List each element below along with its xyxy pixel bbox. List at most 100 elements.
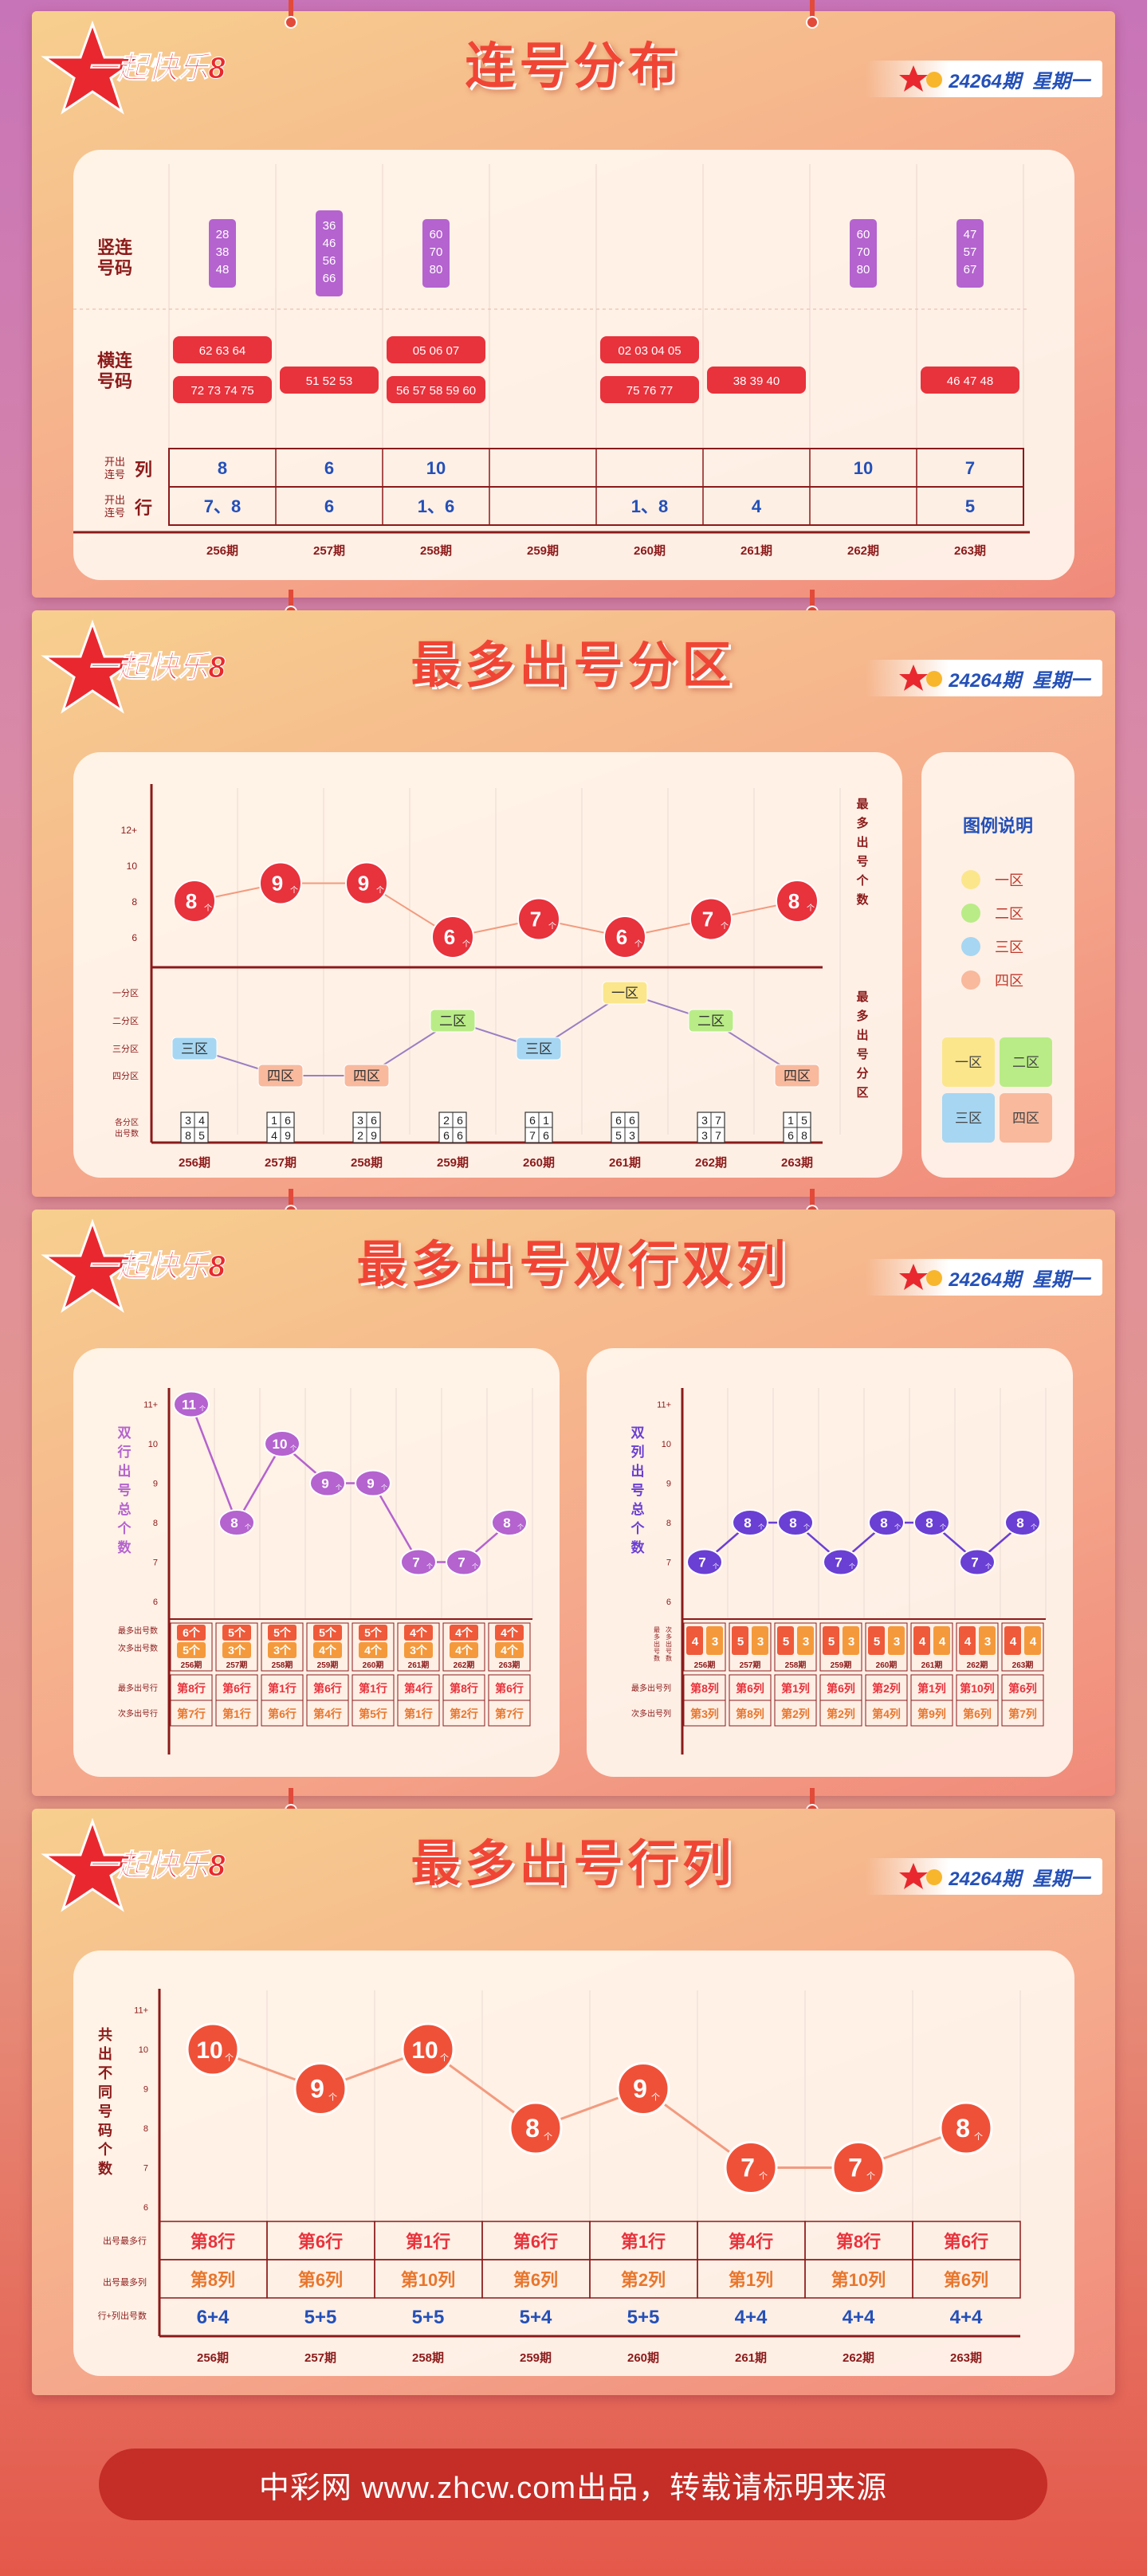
axis-label: 出	[98, 2045, 112, 2062]
second-count: 3	[894, 1635, 900, 1649]
second-row: 第1行	[404, 1708, 433, 1720]
most-row: 第4行	[404, 1682, 433, 1695]
zone-count: 6	[629, 1114, 635, 1127]
y-tick: 11+	[143, 1401, 158, 1410]
rowcol-card: 11+ 10 9 8 7 6 共出不同号码个数 10 个 9 个 10 个 8 个 9 个 7 个 7 个 8 个出号最多行…	[73, 1951, 1074, 2376]
period-label: 257期	[304, 2351, 336, 2365]
vertical-number: 67	[964, 263, 977, 276]
section-rowcol: 一起快乐8 最多出号行列 24264期 星期一 11+ 10 9 8 7 6 共出不同号码个…	[32, 1809, 1115, 2395]
series-point	[686, 1548, 723, 1576]
legend-swatch	[961, 937, 980, 956]
period-label: 261期	[740, 543, 772, 558]
count-point	[173, 880, 216, 923]
y-tick: 6	[666, 1598, 671, 1607]
cell	[912, 2259, 1021, 2299]
series-point	[959, 1548, 996, 1576]
second-row: 第1行	[222, 1708, 251, 1720]
vertical-number: 80	[430, 263, 443, 276]
zone-count: 6	[457, 1114, 463, 1127]
second-col: 第4列	[872, 1708, 901, 1720]
row-label: 号	[666, 1648, 672, 1655]
row-col-sum: 6+4	[197, 2307, 230, 2328]
mini-logo-icon	[899, 65, 943, 92]
count-label: 8	[186, 889, 197, 913]
second-count: 3	[848, 1635, 854, 1649]
second-row: 第6行	[268, 1708, 297, 1720]
series-label: 8	[1016, 1515, 1023, 1531]
legend-quad	[1000, 1037, 1052, 1087]
section-title: 最多出号分区	[410, 638, 737, 693]
second-row: 第7行	[495, 1708, 524, 1720]
most-badge	[1004, 1626, 1021, 1655]
vertical-number: 47	[964, 228, 977, 241]
zone-count: 2	[357, 1129, 363, 1142]
second-badge	[404, 1642, 433, 1658]
zone-count: 1	[543, 1114, 549, 1127]
zone-marker	[774, 1064, 820, 1088]
count-label: 8	[788, 889, 799, 913]
series-point	[732, 1509, 768, 1536]
label-col-suffix: 列	[135, 460, 152, 480]
logo: 一起快乐8	[41, 1817, 226, 1912]
zone-label: 四区	[267, 1068, 294, 1084]
series-point	[491, 1509, 528, 1536]
col-value: 10	[426, 458, 446, 478]
row-value: 5	[965, 496, 975, 516]
axis-label: 不	[98, 2065, 112, 2081]
series-point	[1004, 1509, 1041, 1536]
axis-label: 号	[631, 1483, 645, 1498]
most-badge	[450, 1625, 478, 1641]
series-unit: 个	[713, 1563, 719, 1570]
vertical-number: 36	[323, 219, 336, 233]
cell	[306, 1700, 349, 1727]
count-point	[689, 897, 733, 941]
most-row: 第8行	[177, 1682, 206, 1695]
horizontal-consecutive-pill	[707, 367, 806, 394]
second-badge	[979, 1626, 996, 1655]
col-value: 8	[218, 458, 227, 478]
row-label: 出	[666, 1640, 672, 1648]
axis-label: 列	[631, 1444, 645, 1460]
most-badge	[268, 1625, 297, 1641]
second-row: 第2行	[450, 1708, 478, 1720]
horizontal-number: 75 76 77	[627, 384, 673, 398]
second-row: 第5行	[359, 1708, 387, 1720]
y-tick: 8	[143, 2124, 148, 2134]
row-label: 行+列出号数	[98, 2310, 147, 2321]
series-point	[186, 2022, 240, 2076]
series-label: 11	[182, 1398, 196, 1413]
axis-label: 出	[118, 1463, 132, 1479]
series-point	[913, 1509, 950, 1536]
zone-count: 3	[629, 1129, 635, 1142]
series-point	[868, 1509, 905, 1536]
axis-label: 总	[631, 1501, 645, 1517]
row-value: 1、6	[418, 496, 454, 516]
zone-count: 6	[457, 1129, 463, 1142]
series-point	[293, 2062, 348, 2115]
footer-banner: 中彩网 www.zhcw.com出品，转载请标明来源	[99, 2449, 1047, 2520]
period-label: 259期	[437, 1155, 469, 1170]
cell	[261, 1622, 304, 1672]
most-count: 6个	[183, 1626, 201, 1639]
row-label: 最多出号列	[631, 1683, 671, 1693]
vertical-consecutive-pill	[850, 219, 877, 288]
cell	[261, 1700, 304, 1727]
second-badge	[933, 1626, 950, 1655]
most-row: 第1行	[268, 1682, 297, 1695]
zone-count: 6	[285, 1114, 291, 1127]
series-label: 10	[411, 2037, 438, 2064]
right-axis-label: 多	[856, 816, 868, 830]
section-title: 连号分布	[465, 39, 682, 94]
cell	[352, 1700, 395, 1727]
second-col: 第9列	[917, 1708, 946, 1720]
series-unit: 个	[651, 2092, 660, 2103]
right-axis-label: 出	[856, 1028, 868, 1042]
axis-label: 号	[98, 2104, 112, 2119]
row-col-sum: 5+5	[627, 2307, 660, 2328]
zone-marker	[344, 1064, 390, 1088]
period-label: 260期	[523, 1155, 555, 1170]
series-point	[724, 2141, 778, 2194]
zone-tick: 一分区	[112, 988, 139, 998]
row-label: 多	[666, 1633, 672, 1641]
